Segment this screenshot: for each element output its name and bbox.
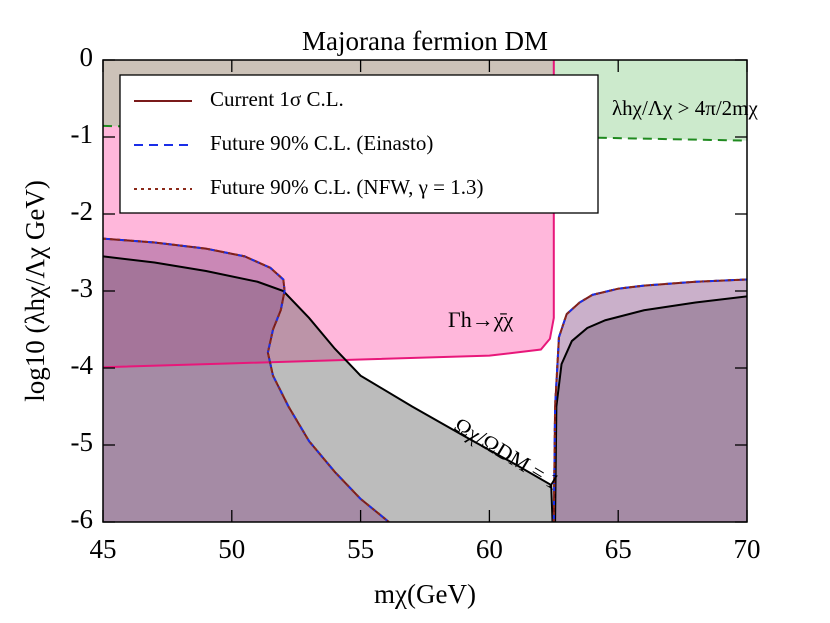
axes: 45 50 55 60 65 70 -6 -5 -4 -3 -2 -1 0 (71, 42, 761, 564)
y-tick-label: 0 (80, 42, 94, 72)
y-tick-label: -3 (71, 273, 94, 303)
x-tick-label: 60 (476, 534, 503, 564)
y-tick-label: -5 (71, 427, 94, 457)
legend-label: Future 90% C.L. (NFW, γ = 1.3) (210, 175, 484, 199)
series-line (103, 237, 747, 522)
x-tick-label: 50 (218, 534, 245, 564)
y-tick-label: -2 (71, 196, 94, 226)
plot-lines (103, 60, 747, 522)
x-axis-label: mχ(GeV) (374, 579, 476, 609)
x-tick-label: 65 (605, 534, 632, 564)
y-tick-label: -1 (71, 119, 94, 149)
region-fill (103, 256, 747, 522)
legend-box (119, 74, 599, 214)
region-fill (103, 238, 747, 522)
y-tick-label: -6 (71, 504, 94, 534)
y-axis-label: log10 (λhχ/Λχ GeV) (20, 180, 50, 402)
chart-title: Majorana fermion DM (302, 26, 548, 56)
legend: Current 1σ C.L. Future 90% C.L. (Einasto)… (119, 74, 599, 214)
annotation: Γh→χ̄χ (448, 307, 513, 332)
legend-label: Current 1σ C.L. (210, 87, 344, 111)
x-tick-label: 70 (734, 534, 761, 564)
series-line (103, 60, 555, 369)
x-tick-label: 45 (90, 534, 117, 564)
annotation: λhχ/Λχ > 4π/2mχ (612, 96, 759, 120)
x-tick-label: 55 (347, 534, 374, 564)
y-tick-label: -4 (71, 350, 94, 380)
legend-label: Future 90% C.L. (Einasto) (210, 131, 433, 155)
series-line (103, 255, 747, 522)
